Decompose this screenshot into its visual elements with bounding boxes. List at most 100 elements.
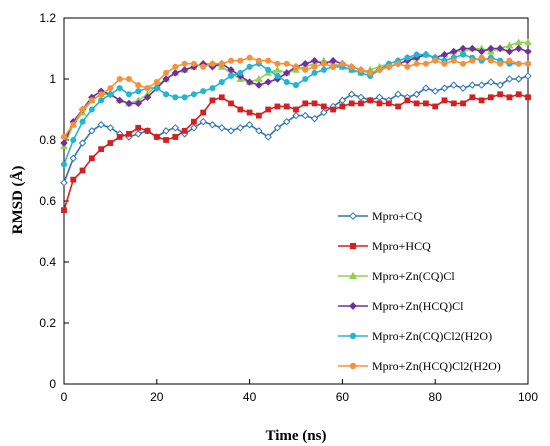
- data-point: [302, 66, 309, 73]
- data-point: [413, 60, 420, 67]
- data-point: [376, 100, 383, 107]
- legend-item: Mpro+Zn(CQ)Cl: [338, 269, 455, 283]
- y-tick-label: 0.6: [39, 194, 56, 208]
- data-point: [237, 106, 244, 113]
- data-point: [477, 81, 486, 89]
- data-point: [320, 103, 327, 110]
- data-point: [172, 94, 179, 101]
- data-point: [311, 63, 318, 70]
- data-point: [422, 84, 430, 92]
- data-point: [60, 139, 68, 147]
- data-point: [497, 60, 504, 67]
- data-point: [487, 94, 494, 101]
- data-point: [209, 60, 216, 67]
- data-point: [190, 124, 198, 132]
- data-point: [524, 72, 532, 80]
- data-point: [283, 117, 291, 126]
- data-point: [181, 94, 188, 101]
- data-point: [60, 161, 68, 168]
- data-point: [496, 44, 504, 53]
- legend-label: Mpro+Zn(CQ)Cl: [372, 269, 455, 283]
- data-point: [395, 60, 402, 67]
- data-point: [301, 60, 309, 68]
- data-point: [79, 167, 86, 174]
- data-point: [153, 134, 160, 140]
- data-point: [125, 75, 133, 83]
- series-2: [61, 91, 531, 214]
- data-point: [311, 100, 318, 107]
- data-point: [422, 60, 429, 67]
- data-point: [506, 94, 513, 101]
- y-tick-label: 0.2: [39, 316, 56, 330]
- data-point: [404, 97, 411, 104]
- data-point: [245, 121, 254, 129]
- data-point: [357, 93, 365, 102]
- data-point: [459, 84, 467, 92]
- data-point: [245, 78, 254, 86]
- data-point: [357, 66, 365, 73]
- data-point: [135, 82, 142, 89]
- data-point: [440, 84, 449, 92]
- data-point: [385, 100, 392, 107]
- data-point: [302, 100, 309, 107]
- data-point: [153, 79, 160, 86]
- data-point: [524, 38, 532, 46]
- data-point: [255, 112, 262, 119]
- data-point: [79, 106, 86, 113]
- data-point: [191, 118, 197, 125]
- data-point: [487, 57, 494, 64]
- y-axis-label: RMSD (Å): [10, 166, 26, 235]
- data-point: [88, 106, 95, 113]
- data-point: [162, 75, 170, 83]
- data-point: [347, 90, 356, 98]
- data-point: [413, 100, 420, 107]
- data-point: [162, 127, 170, 135]
- legend-marker: [349, 362, 357, 370]
- legend-marker: [349, 212, 357, 220]
- data-point: [468, 81, 477, 89]
- data-point: [497, 91, 504, 98]
- data-point: [78, 139, 87, 147]
- data-point: [61, 207, 67, 214]
- data-point: [88, 155, 95, 162]
- y-tick-label: 1: [49, 72, 56, 86]
- data-point: [172, 134, 179, 140]
- data-point: [106, 124, 115, 132]
- data-point: [283, 79, 290, 86]
- data-point: [505, 47, 514, 56]
- data-point: [227, 127, 235, 135]
- data-point: [339, 103, 346, 110]
- y-axis-ticks: 0 0.2 0.4 0.6 0.8 1 1.2: [39, 11, 69, 391]
- data-point: [339, 60, 346, 67]
- data-point: [135, 124, 142, 131]
- data-point: [487, 78, 495, 86]
- data-point: [88, 97, 95, 104]
- data-point: [199, 117, 207, 126]
- data-point: [376, 66, 383, 73]
- data-point: [181, 60, 188, 67]
- data-point: [70, 176, 77, 183]
- data-point: [283, 60, 290, 67]
- data-point: [255, 81, 263, 89]
- data-point: [218, 94, 225, 101]
- data-point: [144, 85, 151, 92]
- data-point: [515, 75, 523, 83]
- data-point: [98, 146, 105, 153]
- series-layer: [60, 38, 532, 214]
- data-point: [236, 124, 245, 132]
- data-point: [367, 97, 374, 104]
- data-point: [515, 91, 522, 98]
- data-point: [450, 47, 458, 56]
- data-point: [70, 136, 77, 144]
- data-point: [348, 100, 355, 107]
- data-point: [246, 63, 253, 70]
- data-point: [330, 106, 337, 113]
- data-point: [329, 56, 337, 65]
- data-point: [375, 93, 384, 102]
- legend-item: Mpro+Zn(HCQ)Cl: [338, 299, 464, 313]
- data-point: [273, 124, 282, 132]
- data-point: [422, 51, 429, 58]
- legend-label: Mpro+HCQ: [372, 239, 431, 253]
- x-tick-label: 40: [243, 390, 257, 404]
- data-point: [450, 100, 457, 107]
